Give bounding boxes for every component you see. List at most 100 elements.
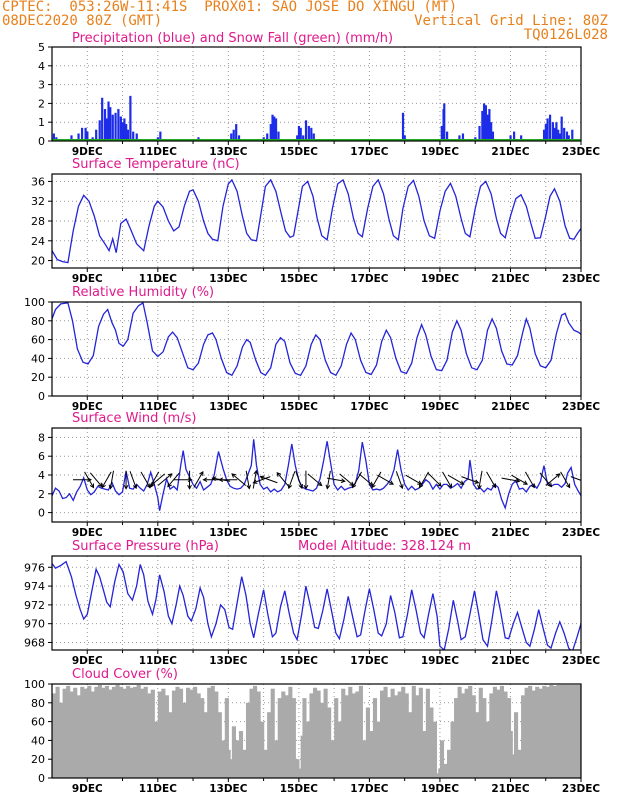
cloud-bar — [531, 690, 536, 778]
cloud-bar — [320, 702, 325, 778]
cloud-bar — [446, 749, 452, 778]
x-tick-label: 9DEC — [72, 273, 103, 285]
precip-bar — [520, 135, 523, 141]
cloud-bar — [485, 721, 490, 778]
wind-vector — [477, 470, 483, 490]
x-tick-label: 15DEC — [280, 783, 319, 795]
cloud-bar — [270, 688, 275, 778]
precip-bar — [119, 116, 122, 141]
cloud-bar — [588, 685, 592, 778]
wind-vector — [524, 471, 535, 489]
wind-vector — [486, 471, 497, 489]
y-tick-label: 60 — [31, 334, 45, 347]
cloud-bar — [383, 686, 388, 778]
x-tick-label: 13DEC — [209, 401, 248, 413]
precip-bar — [458, 135, 461, 141]
cloud-bar — [104, 685, 110, 778]
precip-bar — [297, 125, 301, 141]
cloud-bar — [369, 731, 374, 778]
x-tick-label: 19DEC — [421, 273, 460, 285]
cloud-bar — [489, 693, 494, 778]
wind-vector — [84, 471, 95, 489]
cloud-bar — [298, 768, 302, 778]
cloud-bar — [499, 685, 505, 778]
cloud-bar — [559, 684, 564, 778]
cloud-bar — [210, 685, 215, 778]
cloud-bar — [277, 698, 282, 778]
cloud-bar — [263, 749, 268, 778]
cloud-bar — [312, 687, 318, 778]
y-tick-label: 972 — [24, 599, 45, 612]
precip-bar — [491, 131, 495, 141]
precip-bar — [129, 95, 132, 141]
precip-bar — [560, 116, 563, 141]
cloud-bar — [305, 721, 311, 778]
wind-vector — [427, 472, 442, 487]
x-tick-label: 17DEC — [350, 273, 389, 285]
wind-vector — [447, 474, 465, 485]
cloud-bar — [66, 685, 71, 778]
precip-title: Precipitation (blue) and Snow Fall (gree… — [72, 31, 393, 46]
x-tick-label: 21DEC — [491, 655, 530, 667]
x-tick-label: 21DEC — [491, 783, 530, 795]
y-tick-label: 20 — [31, 753, 45, 766]
cloud-bar — [323, 688, 328, 778]
cloud-bar — [341, 688, 346, 778]
precip-bar — [512, 131, 516, 141]
cloud-bar — [436, 773, 439, 778]
precip-bar — [95, 129, 98, 141]
wind-vector — [371, 471, 382, 489]
cloud-bar — [186, 687, 191, 778]
wind-vector — [419, 471, 429, 489]
cloud-bar — [129, 687, 134, 778]
x-tick-label: 21DEC — [491, 146, 530, 158]
cloud-bar — [404, 693, 409, 778]
cloud-bar — [379, 690, 385, 778]
cloud-bar — [517, 749, 522, 778]
cloud-bar — [242, 749, 247, 778]
temp-series-line — [52, 178, 581, 264]
cloud-bar — [461, 693, 466, 778]
cloud-bar — [513, 712, 519, 778]
cloud-frame — [51, 683, 582, 779]
cloud-bar — [334, 698, 339, 778]
header-grid-note: Vertical Grid Line: 80Z — [414, 13, 608, 29]
cloud-bar — [585, 685, 589, 778]
wind-vector — [461, 476, 480, 484]
cloud-bar — [288, 686, 293, 778]
wind-title: Surface Wind (m/s) — [72, 411, 196, 426]
pressure-subtitle: Model Altitude: 328.124 m — [298, 539, 471, 554]
precip-bar — [235, 124, 238, 141]
precip-bar — [542, 129, 546, 141]
cloud-bar — [52, 693, 57, 778]
cloud-bar — [150, 689, 155, 778]
y-tick-label: 80 — [31, 315, 45, 328]
x-tick-label: 11DEC — [139, 527, 178, 539]
cloud-bar — [443, 763, 448, 778]
precip-bar — [271, 114, 274, 141]
precip-bar — [302, 135, 305, 141]
cloud-bar — [147, 693, 152, 778]
pressure-frame — [51, 555, 582, 651]
cloud-bar — [348, 686, 353, 778]
precip-bar — [237, 135, 241, 141]
precip-bar — [80, 127, 84, 141]
precip-bar — [445, 131, 449, 141]
cloud-bar — [245, 702, 251, 778]
wind-vector — [303, 470, 309, 490]
cloud-bar — [316, 690, 321, 778]
precip-bar — [478, 125, 481, 141]
cloud-bar — [136, 684, 141, 778]
precip-bar — [401, 112, 405, 141]
wind-vector — [252, 469, 259, 489]
x-tick-label: 17DEC — [350, 146, 389, 158]
cloud-bar — [592, 685, 596, 778]
x-tick-label: 15DEC — [280, 527, 319, 539]
precip-grid — [52, 47, 581, 141]
precip-bar — [304, 120, 308, 141]
precip-bar — [299, 127, 302, 141]
precip-bar — [232, 129, 235, 141]
cloud-bar — [524, 687, 529, 778]
precip-bar — [544, 124, 547, 141]
precip-bar — [114, 112, 117, 141]
